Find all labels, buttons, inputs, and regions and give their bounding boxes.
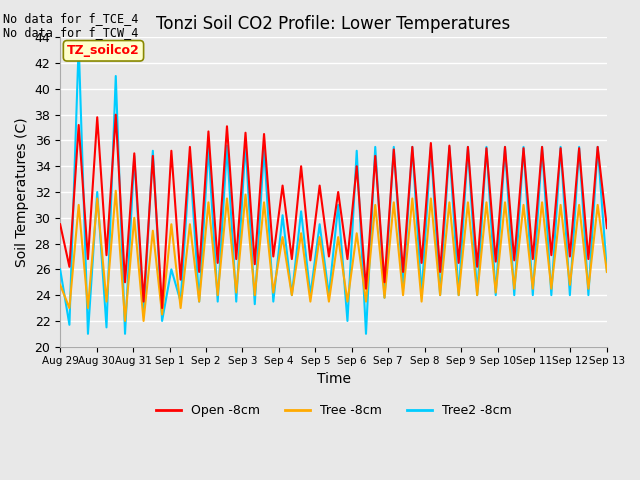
Title: Tonzi Soil CO2 Profile: Lower Temperatures: Tonzi Soil CO2 Profile: Lower Temperatur…: [156, 15, 511, 33]
Legend: Open -8cm, Tree -8cm, Tree2 -8cm: Open -8cm, Tree -8cm, Tree2 -8cm: [151, 399, 516, 422]
Y-axis label: Soil Temperatures (C): Soil Temperatures (C): [15, 117, 29, 267]
Text: No data for f_TCE_4: No data for f_TCE_4: [3, 12, 139, 25]
Text: No data for f_TCW_4: No data for f_TCW_4: [3, 26, 139, 39]
X-axis label: Time: Time: [317, 372, 351, 386]
Text: TZ_soilco2: TZ_soilco2: [67, 44, 140, 57]
